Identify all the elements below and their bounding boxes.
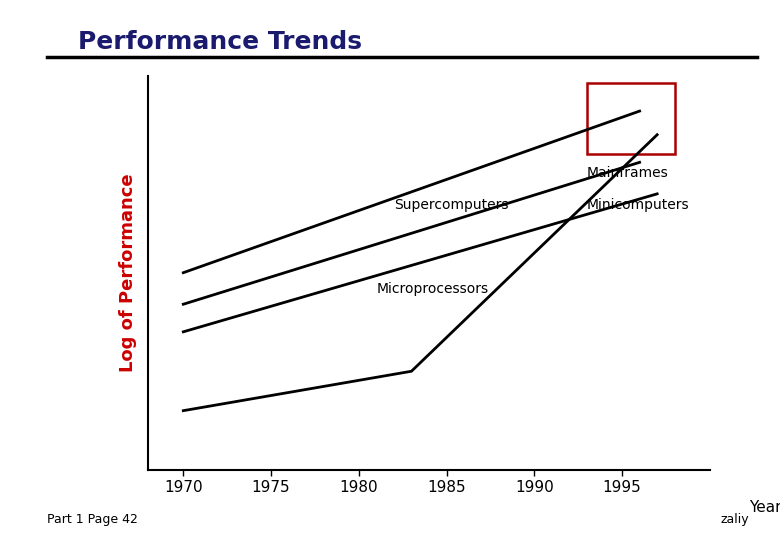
Text: Year: Year — [749, 501, 780, 515]
Y-axis label: Log of Performance: Log of Performance — [119, 173, 137, 372]
Text: Mainframes: Mainframes — [587, 166, 668, 180]
Text: zaliy: zaliy — [720, 514, 749, 526]
Text: Supercomputers: Supercomputers — [394, 198, 509, 212]
Text: Part 1 Page 42: Part 1 Page 42 — [47, 514, 138, 526]
Text: Minicomputers: Minicomputers — [587, 198, 690, 212]
Text: Microprocessors: Microprocessors — [376, 282, 488, 296]
Bar — [587, 84, 675, 154]
Text: Performance Trends: Performance Trends — [78, 30, 362, 53]
